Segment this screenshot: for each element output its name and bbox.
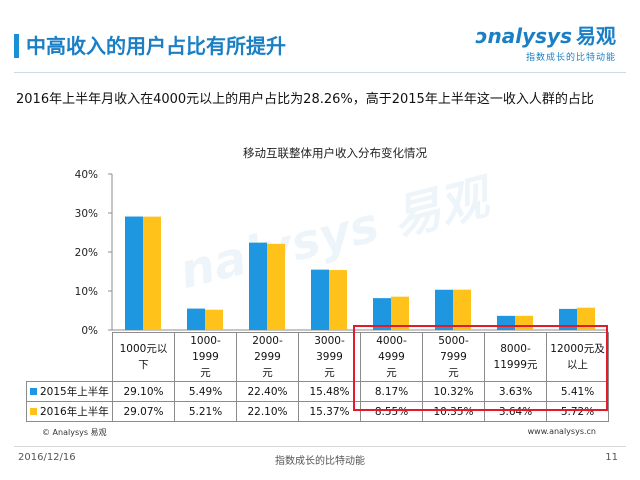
bar-2015-3: [249, 242, 267, 330]
analysys-logo: ↄnalysys 易观 指数成长的比特动能: [476, 24, 616, 63]
table-header-row: 1000元以下 1000-1999 元 2000-2999 元 3000-3999 元 400…: [26, 332, 609, 382]
category-label-line: 以上: [567, 359, 588, 371]
legend-entry: 2016年上半年: [26, 401, 113, 422]
legend-label: 2015年上半年: [40, 385, 109, 398]
bar-2015-4: [311, 269, 329, 330]
logo-slogan: 指数成长的比特动能: [525, 53, 616, 63]
logo-cn: 易观: [576, 24, 616, 48]
data-label: 15.48%: [298, 381, 361, 402]
data-label: 10.32%: [422, 381, 485, 402]
bar-2016-2: [205, 309, 223, 330]
category-label-7: 8000- 11999元: [484, 332, 547, 382]
category-label-line: 元: [448, 367, 459, 379]
data-label: 5.41%: [546, 381, 609, 402]
category-label-1: 1000元以下: [112, 332, 175, 382]
data-label: 5.72%: [546, 401, 609, 422]
chart-title: 移动互联整体用户收入分布变化情况: [243, 146, 427, 160]
bar-2016-8: [577, 307, 595, 330]
category-label-2: 1000-1999 元: [174, 332, 237, 382]
category-label-5: 4000-4999 元: [360, 332, 423, 382]
category-label-3: 2000-2999 元: [236, 332, 299, 382]
data-label: 22.10%: [236, 401, 299, 422]
copyright: © Analysys 易观: [42, 428, 107, 437]
data-label: 3.63%: [484, 381, 547, 402]
category-label-line: 1000-1999: [190, 335, 221, 363]
category-label-8: 12000元及 以上: [546, 332, 609, 382]
bar-2015-8: [559, 308, 577, 330]
y-tick-label: 10%: [75, 286, 98, 298]
bar-2015-5: [373, 298, 391, 330]
data-label: 10.35%: [422, 401, 485, 422]
bar-2015-7: [497, 315, 515, 330]
header-divider: [14, 72, 626, 73]
category-label-line: 元: [200, 367, 211, 379]
category-label-line: 8000-: [500, 343, 531, 355]
bar-2015-1: [125, 216, 143, 330]
footer-slogan: 指数成长的比特动能: [275, 456, 365, 467]
legend-swatch: [30, 407, 37, 415]
bar-2016-5: [391, 296, 409, 330]
website: www.analysys.cn: [527, 427, 596, 436]
category-label-line: 4000-4999: [376, 335, 407, 363]
data-label: 3.64%: [484, 401, 547, 422]
table-corner: [26, 332, 113, 382]
legend-swatch: [30, 387, 37, 395]
category-label-6: 5000-7999 元: [422, 332, 485, 382]
category-label-line: 3000-3999: [314, 335, 345, 363]
bar-2016-3: [267, 243, 285, 330]
data-label: 5.21%: [174, 401, 237, 422]
category-label-line: 1000元以下: [119, 343, 168, 371]
footer-divider: [14, 446, 626, 447]
page-title: 中高收入的用户占比有所提升: [26, 34, 286, 58]
bar-chart: 0%10%20%30%40%: [75, 169, 608, 337]
category-label-line: 11999元: [493, 359, 538, 371]
data-label: 8.55%: [360, 401, 423, 422]
category-label-line: 元: [324, 367, 335, 379]
bar-2015-6: [435, 289, 453, 330]
bar-2016-7: [515, 315, 533, 330]
data-table: 1000元以下 1000-1999 元 2000-2999 元 3000-3999 元 400…: [26, 332, 609, 422]
table-row-2016: 2016年上半年 29.07% 5.21% 22.10% 15.37% 8.55% 10.3…: [26, 401, 609, 422]
data-label: 29.07%: [112, 401, 175, 422]
title-accent-bar: [14, 34, 19, 58]
y-tick-label: 20%: [75, 247, 98, 259]
data-label: 29.10%: [112, 381, 175, 402]
legend-entry: 2015年上半年: [26, 381, 113, 402]
category-label-line: 12000元及: [550, 343, 605, 355]
y-tick-label: 30%: [75, 208, 98, 220]
bar-2015-2: [187, 308, 205, 330]
logo-swirl-icon: ↄ: [475, 24, 488, 48]
data-label: 5.49%: [174, 381, 237, 402]
legend-label: 2016年上半年: [40, 405, 109, 418]
table-row-2015: 2015年上半年 29.10% 5.49% 22.40% 15.48% 8.17% 10.3…: [26, 381, 609, 402]
category-label-4: 3000-3999 元: [298, 332, 361, 382]
data-label: 8.17%: [360, 381, 423, 402]
y-tick-label: 40%: [75, 169, 98, 181]
data-label: 22.40%: [236, 381, 299, 402]
logo-text: nalysys: [487, 24, 572, 48]
category-label-line: 元: [262, 367, 273, 379]
category-label-line: 2000-2999: [252, 335, 283, 363]
footer-date: 2016/12/16: [18, 452, 76, 463]
data-label: 15.37%: [298, 401, 361, 422]
summary-text: 2016年上半年月收入在4000元以上的用户占比为28.26%，高于2015年上…: [16, 92, 594, 107]
bar-2016-6: [453, 289, 471, 330]
page-number: 11: [605, 452, 618, 463]
bar-2016-4: [329, 270, 347, 330]
bar-2016-1: [143, 216, 161, 330]
category-label-line: 元: [386, 367, 397, 379]
category-label-line: 5000-7999: [438, 335, 469, 363]
